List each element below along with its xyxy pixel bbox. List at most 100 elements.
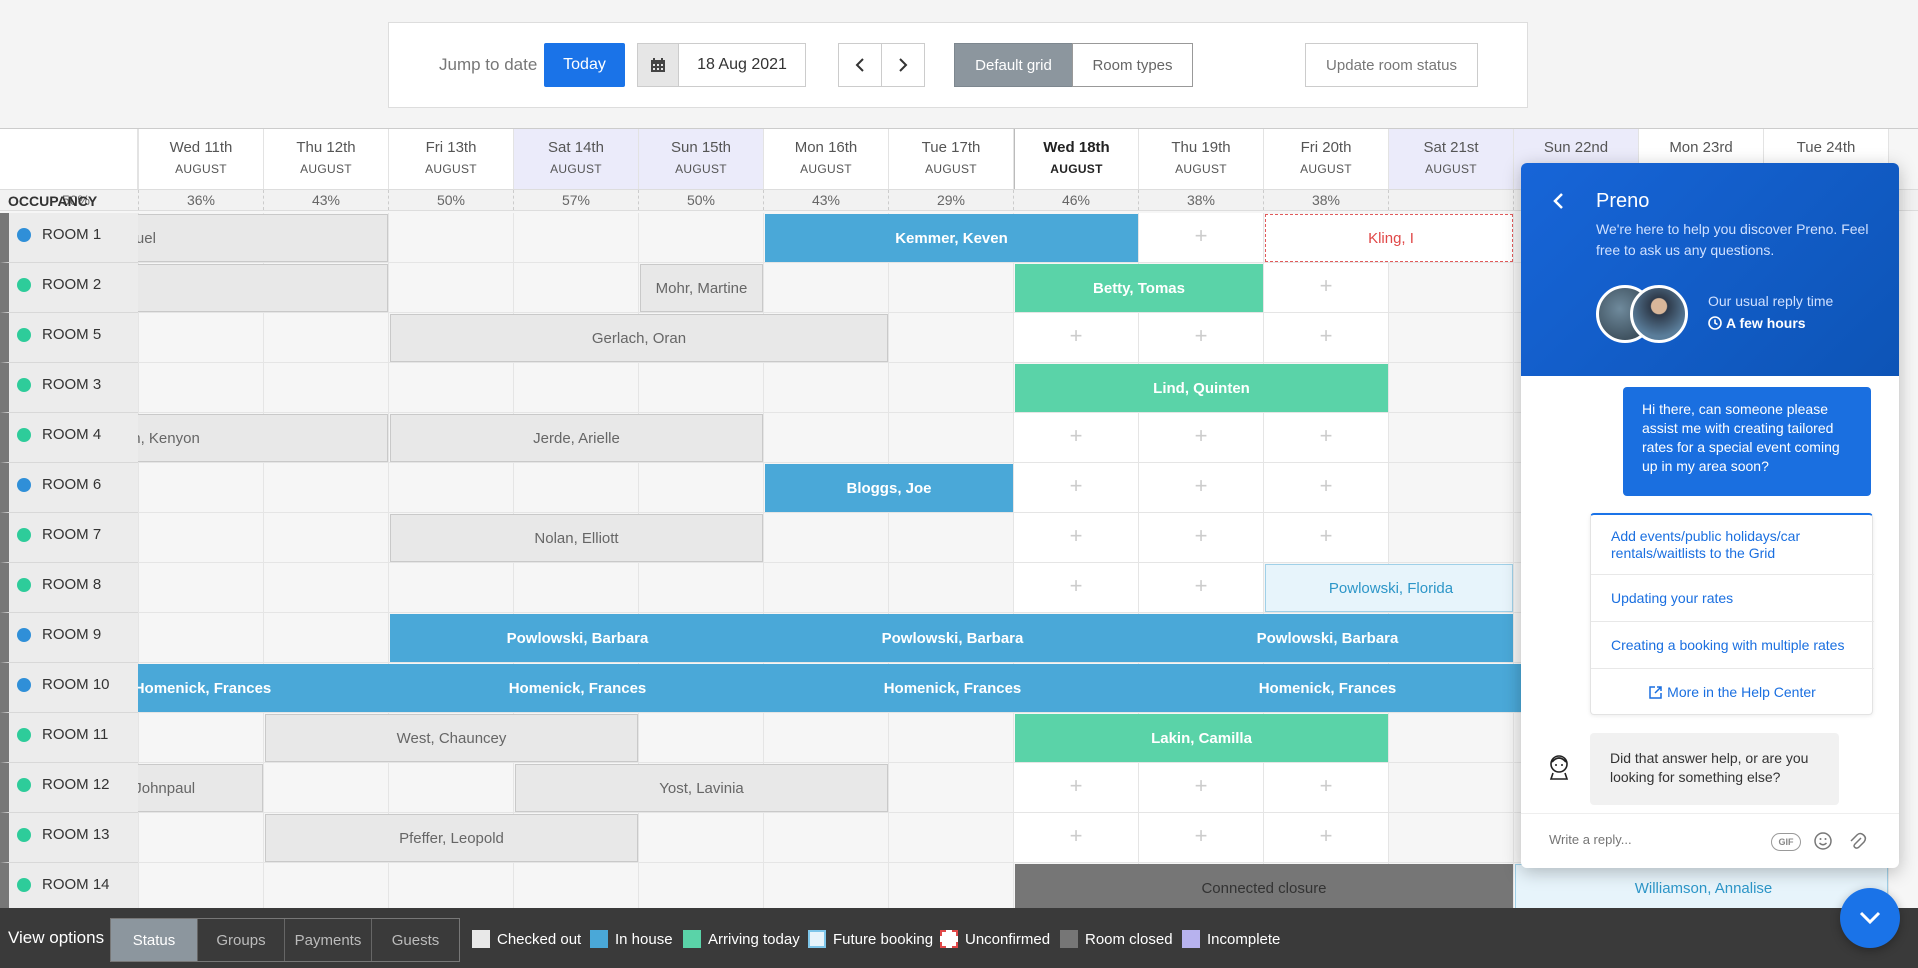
- grid-cell[interactable]: [1389, 363, 1514, 413]
- empty-slot[interactable]: +: [1139, 563, 1264, 613]
- add-booking-icon[interactable]: +: [1319, 823, 1333, 848]
- grid-cell[interactable]: [889, 463, 1014, 513]
- grid-cell[interactable]: [889, 513, 1014, 563]
- suggestion-item[interactable]: Creating a booking with multiple rates: [1591, 622, 1874, 669]
- grid-cell[interactable]: [514, 713, 639, 763]
- add-booking-icon[interactable]: +: [1069, 323, 1083, 348]
- empty-slot[interactable]: +: [1139, 763, 1264, 813]
- grid-cell[interactable]: [1389, 463, 1514, 513]
- empty-slot[interactable]: +: [1139, 513, 1264, 563]
- grid-cell[interactable]: [514, 363, 639, 413]
- grid-cell[interactable]: [1139, 263, 1264, 313]
- grid-cell[interactable]: [764, 413, 889, 463]
- grid-cell[interactable]: [889, 863, 1014, 913]
- tab-status[interactable]: Status: [111, 919, 198, 961]
- suggestion-item[interactable]: Updating your rates: [1591, 575, 1874, 622]
- grid-cell[interactable]: [639, 263, 764, 313]
- grid-cell[interactable]: [389, 463, 514, 513]
- today-button[interactable]: Today: [544, 43, 625, 87]
- room-types-toggle[interactable]: Room types: [1072, 43, 1193, 87]
- room-label[interactable]: ROOM 14: [0, 863, 138, 913]
- booking-block[interactable]: Pfeffer, Leopold: [265, 814, 638, 862]
- room-label[interactable]: ROOM 1: [0, 213, 138, 263]
- booking-block[interactable]: Nolan, Elliott: [390, 514, 763, 562]
- grid-cell[interactable]: [389, 563, 514, 613]
- room-label[interactable]: ROOM 4: [0, 413, 138, 463]
- grid-cell[interactable]: [889, 363, 1014, 413]
- tab-groups[interactable]: Groups: [198, 919, 285, 961]
- update-room-status-button[interactable]: Update room status: [1305, 43, 1478, 87]
- booking-block[interactable]: Lakin, Camilla: [1015, 714, 1388, 762]
- add-booking-icon[interactable]: +: [1069, 523, 1083, 548]
- grid-cell[interactable]: [264, 513, 389, 563]
- add-booking-icon[interactable]: +: [1194, 523, 1208, 548]
- grid-cell[interactable]: [139, 363, 264, 413]
- grid-cell[interactable]: [1014, 213, 1139, 263]
- chat-toggle-button[interactable]: [1840, 888, 1900, 948]
- add-booking-icon[interactable]: +: [1069, 823, 1083, 848]
- grid-cell[interactable]: [264, 363, 389, 413]
- empty-slot[interactable]: +: [1264, 463, 1389, 513]
- empty-slot[interactable]: +: [1014, 813, 1139, 863]
- empty-slot[interactable]: +: [1014, 463, 1139, 513]
- add-booking-icon[interactable]: +: [1194, 423, 1208, 448]
- empty-slot[interactable]: +: [1139, 313, 1264, 363]
- grid-cell[interactable]: [264, 413, 389, 463]
- date-field[interactable]: 18 Aug 2021: [678, 43, 806, 87]
- grid-cell[interactable]: [1389, 263, 1514, 313]
- empty-slot[interactable]: +: [1264, 763, 1389, 813]
- booking-block[interactable]: Kling, I: [1265, 214, 1513, 262]
- add-booking-icon[interactable]: +: [1194, 473, 1208, 498]
- grid-cell[interactable]: [139, 613, 264, 663]
- grid-cell[interactable]: [889, 413, 1014, 463]
- grid-cell[interactable]: [639, 863, 764, 913]
- grid-cell[interactable]: [389, 763, 514, 813]
- grid-cell[interactable]: [889, 763, 1014, 813]
- grid-cell[interactable]: [639, 513, 764, 563]
- empty-slot[interactable]: +: [1014, 313, 1139, 363]
- booking-block[interactable]: Betty, Tomas: [1015, 264, 1263, 312]
- room-label[interactable]: ROOM 12: [0, 763, 138, 813]
- grid-cell[interactable]: [264, 613, 389, 663]
- grid-cell[interactable]: [389, 863, 514, 913]
- room-label[interactable]: ROOM 2: [0, 263, 138, 313]
- booking-block[interactable]: Powlowski, Barbara Powlowski, Barbara Powl…: [390, 614, 1513, 662]
- empty-slot[interactable]: +: [1014, 513, 1139, 563]
- booking-block[interactable]: Lind, Quinten: [1015, 364, 1388, 412]
- grid-cell[interactable]: [264, 863, 389, 913]
- empty-slot[interactable]: +: [1264, 813, 1389, 863]
- booking-block[interactable]: Jerde, Arielle: [390, 414, 763, 462]
- booking-block[interactable]: Williamson, Annalise: [1515, 864, 1888, 912]
- add-booking-icon[interactable]: +: [1194, 573, 1208, 598]
- grid-cell[interactable]: [1389, 213, 1514, 263]
- grid-cell[interactable]: [889, 563, 1014, 613]
- add-booking-icon[interactable]: +: [1319, 423, 1333, 448]
- add-booking-icon[interactable]: +: [1319, 773, 1333, 798]
- grid-cell[interactable]: [639, 363, 764, 413]
- grid-cell[interactable]: [514, 813, 639, 863]
- room-label[interactable]: ROOM 13: [0, 813, 138, 863]
- booking-block[interactable]: Gerlach, Oran: [390, 314, 888, 362]
- grid-cell[interactable]: [764, 813, 889, 863]
- grid-cell[interactable]: [639, 213, 764, 263]
- suggestion-item[interactable]: Add events/public holidays/car rentals/w…: [1591, 515, 1874, 575]
- add-booking-icon[interactable]: +: [1069, 473, 1083, 498]
- add-booking-icon[interactable]: +: [1194, 823, 1208, 848]
- grid-cell[interactable]: [1389, 713, 1514, 763]
- empty-slot[interactable]: +: [1014, 563, 1139, 613]
- booking-block[interactable]: Yost, Lavinia: [515, 764, 888, 812]
- default-grid-toggle[interactable]: Default grid: [954, 43, 1073, 87]
- add-booking-icon[interactable]: +: [1194, 773, 1208, 798]
- add-booking-icon[interactable]: +: [1194, 223, 1208, 248]
- grid-cell[interactable]: [639, 563, 764, 613]
- grid-cell[interactable]: [1389, 613, 1514, 663]
- add-booking-icon[interactable]: +: [1319, 473, 1333, 498]
- empty-slot[interactable]: +: [1139, 413, 1264, 463]
- grid-cell[interactable]: [514, 863, 639, 913]
- empty-slot[interactable]: +: [1139, 463, 1264, 513]
- grid-cell[interactable]: [1264, 363, 1389, 413]
- add-booking-icon[interactable]: +: [1319, 323, 1333, 348]
- grid-cell[interactable]: [514, 213, 639, 263]
- add-booking-icon[interactable]: +: [1319, 273, 1333, 298]
- grid-cell[interactable]: [764, 763, 889, 813]
